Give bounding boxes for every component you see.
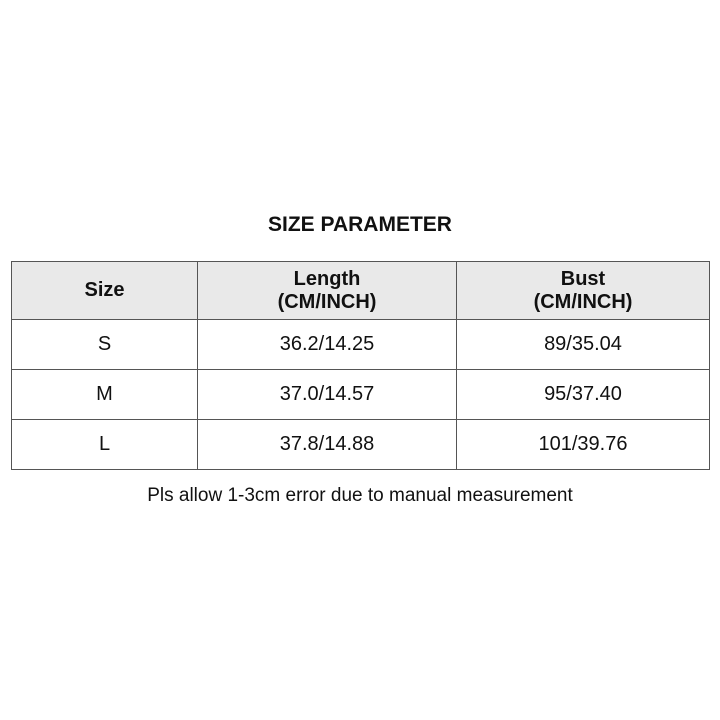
header-label: Length — [293, 267, 361, 290]
table-row: S 36.2/14.25 89/35.04 — [11, 319, 710, 370]
cell-size: S — [11, 319, 198, 370]
cell-bust: 95/37.40 — [456, 369, 710, 420]
header-label: Size — [84, 279, 125, 301]
measurement-note: Pls allow 1-3cm error due to manual meas… — [147, 485, 573, 506]
header-size: Size — [11, 261, 198, 320]
header-unit: (CM/INCH) — [277, 290, 377, 313]
size-table: Size Length (CM/INCH) Bust (CM/INCH) S 36.… — [11, 261, 710, 470]
cell-bust: 89/35.04 — [456, 319, 710, 370]
table-row: L 37.8/14.88 101/39.76 — [11, 419, 710, 470]
table-header-row: Size Length (CM/INCH) Bust (CM/INCH) — [11, 261, 710, 320]
header-unit: (CM/INCH) — [533, 290, 633, 313]
table-row: M 37.0/14.57 95/37.40 — [11, 369, 710, 420]
cell-size: L — [11, 419, 198, 470]
cell-length: 36.2/14.25 — [197, 319, 457, 370]
cell-size: M — [11, 369, 198, 420]
page-title: SIZE PARAMETER — [268, 213, 452, 236]
header-length: Length (CM/INCH) — [197, 261, 457, 320]
cell-length: 37.0/14.57 — [197, 369, 457, 420]
cell-bust: 101/39.76 — [456, 419, 710, 470]
header-label: Bust — [560, 267, 606, 290]
header-bust: Bust (CM/INCH) — [456, 261, 710, 320]
cell-length: 37.8/14.88 — [197, 419, 457, 470]
